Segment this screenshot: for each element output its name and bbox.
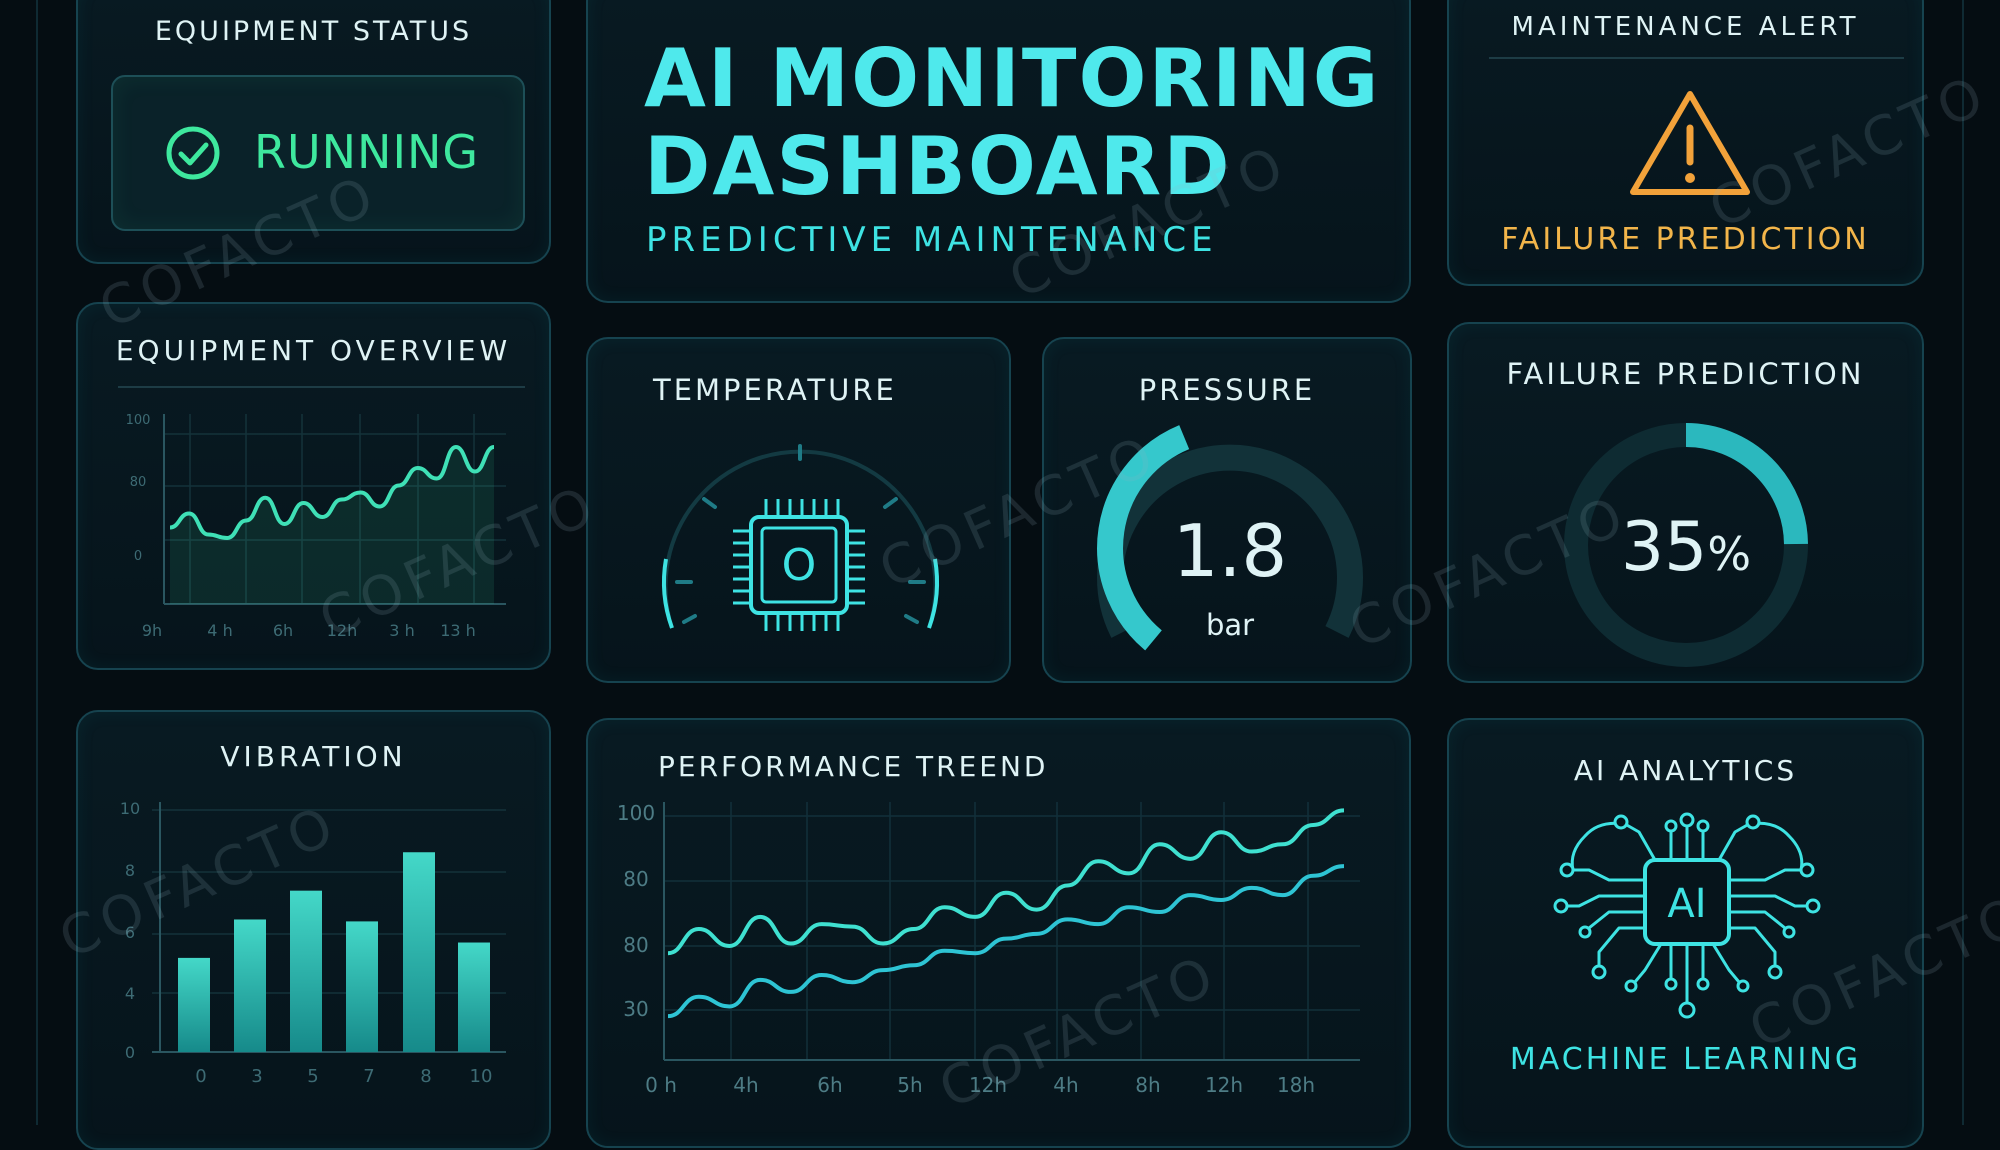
- vibration-x-tick: 7: [363, 1066, 374, 1087]
- overview-y-tick: 0: [134, 549, 142, 564]
- running-status-text: RUNNING: [254, 125, 480, 179]
- vibration-x-tick: 0: [195, 1066, 206, 1087]
- warning-triangle-icon: [1630, 91, 1750, 195]
- performance-x-tick: 0 h: [645, 1073, 677, 1097]
- equipment-overview-title: EQUIPMENT OVERVIEW: [115, 334, 512, 367]
- equipment-status-title: EQUIPMENT STATUS: [154, 16, 473, 47]
- failure-prediction-value: 35%: [1621, 508, 1751, 587]
- pressure-panel: PRESSURE 1.8 bar: [1042, 337, 1412, 683]
- dashboard-subtitle: PREDICTIVE MAINTENANCE: [646, 220, 1218, 260]
- ai-chip-label: AI: [1667, 881, 1706, 927]
- vibration-bar: [403, 852, 435, 1052]
- vibration-bar: [458, 942, 490, 1052]
- temperature-gauge-label: O: [782, 540, 817, 591]
- vibration-bar: [290, 890, 322, 1052]
- overview-x-tick: 13 h: [440, 621, 476, 640]
- ai-analytics-panel: AI ANALYTICS AI MACHINE LEARNING: [1447, 718, 1924, 1148]
- performance-trend-panel: PERFORMANCE TREEND 100 80 80 30 0 h 4h 6h 5h 12h…: [586, 718, 1411, 1148]
- overview-x-tick: 12h: [327, 621, 358, 640]
- temperature-title: TEMPERATURE: [653, 373, 897, 407]
- failure-prediction-arc: [1685, 423, 1808, 545]
- pressure-gauge: 1.8 bar: [1097, 425, 1363, 651]
- pressure-gauge-fill: [1097, 425, 1190, 651]
- performance-x-tick: 12h: [1205, 1073, 1243, 1097]
- temperature-gauge: O: [662, 444, 939, 631]
- overview-x-tick: 9h: [142, 621, 162, 640]
- failure-prediction-alert-label: FAILURE PREDICTION: [1501, 222, 1870, 257]
- chip-icon: [733, 499, 865, 631]
- overview-x-tick: 6h: [273, 621, 293, 640]
- overview-x-tick: 4 h: [207, 621, 232, 640]
- vibration-y-tick: 6: [125, 923, 135, 942]
- performance-x-tick: 4h: [1053, 1073, 1078, 1097]
- performance-line: [667, 808, 1345, 956]
- running-status-badge: RUNNING: [111, 75, 525, 231]
- performance-trend-title: PERFORMANCE TREEND: [658, 750, 1049, 783]
- performance-x-tick: 6h: [817, 1073, 842, 1097]
- performance-x-tick: 4h: [733, 1073, 758, 1097]
- performance-x-tick: 12h: [969, 1073, 1007, 1097]
- performance-y-tick: 30: [623, 997, 648, 1021]
- vibration-x-tick: 10: [470, 1066, 493, 1087]
- pressure-unit: bar: [1206, 608, 1254, 642]
- vibration-bar: [346, 921, 378, 1052]
- performance-line: [667, 864, 1345, 1019]
- overview-y-tick: 80: [130, 475, 147, 490]
- equipment-overview-panel: EQUIPMENT OVERVIEW 100 80 0 9h 4 h 6h 12h 3 h 13…: [76, 302, 551, 670]
- vibration-y-tick: 4: [125, 984, 135, 1003]
- vibration-x-tick: 3: [251, 1066, 262, 1087]
- vibration-y-tick: 0: [125, 1043, 135, 1062]
- overview-x-tick: 3 h: [389, 621, 414, 640]
- performance-y-tick: 80: [623, 933, 648, 957]
- equipment-status-panel: EQUIPMENT STATUS RUNNING: [76, 0, 551, 264]
- ai-brain-icon: AI: [1553, 812, 1821, 1019]
- vibration-bar: [234, 919, 266, 1052]
- maintenance-alert-panel: MAINTENANCE ALERT FAILURE PREDICTION: [1447, 0, 1924, 286]
- vibration-x-tick: 8: [420, 1066, 431, 1087]
- failure-prediction-donut: 35%: [1564, 423, 1808, 667]
- overview-line: [169, 444, 495, 541]
- vibration-bar: [178, 957, 210, 1052]
- machine-learning-label: MACHINE LEARNING: [1509, 1042, 1862, 1077]
- performance-y-tick: 80: [623, 867, 648, 891]
- dashboard-title-line1: AI MONITORING: [644, 32, 1381, 125]
- performance-trend-chart: 100 80 80 30 0 h 4h 6h 5h 12h 4h 8h 12h 18h: [617, 801, 1360, 1097]
- check-circle-icon: [166, 126, 220, 180]
- overview-y-tick: 100: [126, 413, 151, 428]
- vibration-title: VIBRATION: [220, 740, 407, 773]
- pressure-title: PRESSURE: [1138, 373, 1316, 407]
- overview-divider: [118, 386, 525, 388]
- ai-analytics-title: AI ANALYTICS: [1573, 754, 1798, 787]
- vibration-y-tick: 10: [120, 799, 140, 818]
- dashboard-title-line2: DASHBOARD: [644, 120, 1232, 213]
- performance-x-tick: 8h: [1135, 1073, 1160, 1097]
- overview-area: [170, 447, 494, 604]
- temperature-panel: TEMPERATURE O: [586, 337, 1011, 683]
- dashboard-header-panel: AI MONITORING DASHBOARD PREDICTIVE MAINT…: [586, 0, 1411, 303]
- performance-x-tick: 5h: [897, 1073, 922, 1097]
- vibration-y-tick: 8: [125, 861, 135, 880]
- vibration-x-tick: 5: [307, 1066, 318, 1087]
- failure-prediction-panel: FAILURE PREDICTION 35%: [1447, 322, 1924, 683]
- vibration-panel: VIBRATION 10 8 6 4 0 0 3 5 7 8 10: [76, 710, 551, 1150]
- vibration-chart: 10 8 6 4 0 0 3 5 7 8 10: [120, 799, 506, 1087]
- equipment-overview-chart: 100 80 0 9h 4 h 6h 12h 3 h 13 h: [126, 413, 506, 640]
- performance-y-tick: 100: [617, 801, 655, 825]
- failure-prediction-title: FAILURE PREDICTION: [1506, 357, 1865, 391]
- maintenance-alert-title: MAINTENANCE ALERT: [1511, 12, 1860, 42]
- performance-x-tick: 18h: [1277, 1073, 1315, 1097]
- pressure-value: 1.8: [1173, 509, 1288, 593]
- alert-divider: [1489, 57, 1904, 59]
